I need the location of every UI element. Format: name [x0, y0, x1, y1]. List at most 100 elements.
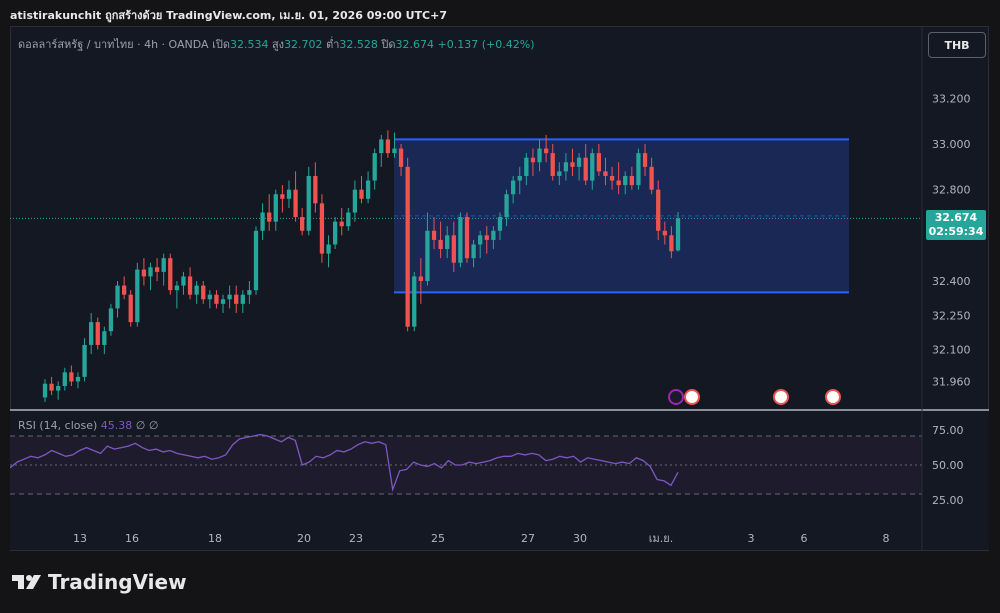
- candle-body: [227, 294, 232, 300]
- candle-body: [135, 269, 140, 323]
- candle-body: [319, 203, 325, 254]
- rsi-label[interactable]: RSI (14, close): [18, 419, 98, 432]
- candle-body: [636, 153, 641, 186]
- candle-body: [365, 180, 371, 199]
- candle-body: [431, 230, 437, 240]
- candle-body: [148, 267, 153, 277]
- us-flag-event-icon[interactable]: [825, 389, 841, 405]
- price-chart[interactable]: 33.200 33.000 32.800 32.400 32.250 32.100 31.9…: [10, 26, 989, 551]
- candle-body: [194, 285, 199, 295]
- candle-body: [445, 235, 450, 250]
- candle-body: [478, 235, 483, 245]
- candle-body: [181, 276, 186, 286]
- candle-body: [62, 372, 67, 387]
- rsi-axis-label: 50.00: [932, 459, 964, 472]
- candle-body: [511, 180, 516, 195]
- candle-body: [438, 239, 443, 250]
- candle-body: [517, 175, 522, 181]
- candle-body: [471, 244, 476, 259]
- candle-body: [656, 189, 661, 231]
- last-price-value: 32.674: [934, 211, 978, 224]
- price-axis-label: 32.800: [932, 184, 971, 197]
- low-label: ต่ำ: [326, 38, 340, 51]
- candle-body: [286, 189, 292, 199]
- high-label: สูง: [271, 38, 285, 51]
- time-axis-label: 13: [73, 532, 87, 545]
- candle-body: [557, 171, 562, 176]
- candle-body: [207, 294, 212, 300]
- candle-body: [537, 148, 542, 163]
- us-flag-event-icon[interactable]: [773, 389, 789, 405]
- rsi-extra: ∅ ∅: [135, 419, 159, 432]
- candle-body: [649, 166, 654, 190]
- candle-body: [293, 189, 298, 218]
- candle-body: [75, 376, 81, 382]
- close-label: ปิด: [381, 38, 396, 51]
- rsi-legend: RSI (14, close) 45.38 ∅ ∅: [18, 419, 158, 432]
- candle-body: [576, 157, 582, 167]
- lightning-event-icon[interactable]: [668, 389, 684, 405]
- ohlc-legend: ดอลลาร์สหรัฐ / บาทไทย · 4h · OANDA เปิด3…: [18, 35, 534, 53]
- candle-body: [128, 294, 133, 323]
- candle-body: [161, 258, 166, 272]
- price-axis-label: 33.000: [932, 138, 971, 151]
- candle-body: [332, 221, 338, 245]
- time-axis-label: 18: [208, 532, 222, 545]
- candle-body: [412, 276, 417, 327]
- candle-body: [405, 166, 410, 327]
- tradingview-logo[interactable]: TradingView: [12, 570, 187, 594]
- candle-body: [89, 322, 94, 345]
- low-value: 32.528: [339, 38, 378, 51]
- candle-body: [530, 157, 536, 163]
- brand-name: TradingView: [48, 570, 187, 594]
- candle-body: [326, 244, 331, 254]
- candle-body: [69, 372, 74, 382]
- candle-body: [629, 175, 634, 186]
- candle-body: [359, 189, 364, 199]
- candle-body: [583, 157, 588, 181]
- candle-body: [108, 308, 114, 332]
- candle-body: [56, 386, 61, 391]
- candle-body: [313, 175, 318, 204]
- currency-button[interactable]: THB: [928, 32, 986, 58]
- time-axis-label: 25: [431, 532, 445, 545]
- candle-body: [590, 153, 595, 181]
- high-value: 32.702: [284, 38, 323, 51]
- candle-body: [491, 230, 496, 240]
- us-flag-event-icon[interactable]: [684, 389, 700, 405]
- candle-body: [484, 235, 489, 240]
- price-axis-label: 33.200: [932, 92, 971, 105]
- candle-body: [596, 153, 602, 172]
- symbol-label[interactable]: ดอลลาร์สหรัฐ / บาทไทย · 4h · OANDA: [18, 38, 209, 51]
- candle-body: [214, 294, 219, 304]
- candle-body: [385, 139, 391, 154]
- price-axis-label: 32.400: [932, 275, 971, 288]
- candle-body: [563, 162, 569, 172]
- candle-body: [267, 212, 272, 222]
- candle-body: [102, 331, 107, 345]
- time-axis-label: 6: [801, 532, 808, 545]
- candle-body: [570, 162, 575, 167]
- price-axis-label: 32.100: [932, 344, 971, 357]
- candle-body: [398, 148, 404, 167]
- candle-body: [141, 269, 147, 277]
- candle-body: [675, 218, 681, 251]
- time-axis-label: 3: [748, 532, 755, 545]
- candle-body: [82, 344, 87, 377]
- candle-body: [95, 322, 100, 345]
- time-axis-label: 23: [349, 532, 363, 545]
- chart-attribution: atistirakunchit ถูกสร้างด้วย TradingView…: [10, 9, 448, 22]
- bar-countdown: 02:59:34: [928, 225, 984, 238]
- candle-body: [187, 276, 193, 295]
- candle-body: [220, 299, 226, 304]
- candle-body: [49, 383, 54, 391]
- candle-body: [260, 212, 265, 231]
- open-value: 32.534: [229, 38, 269, 51]
- price-axis-label: 31.960: [932, 375, 971, 388]
- candle-body: [642, 153, 648, 167]
- candle-body: [379, 139, 384, 154]
- open-label: เปิด: [212, 38, 230, 51]
- candle-body: [425, 230, 430, 281]
- candle-body: [42, 383, 48, 398]
- candle-body: [603, 171, 608, 176]
